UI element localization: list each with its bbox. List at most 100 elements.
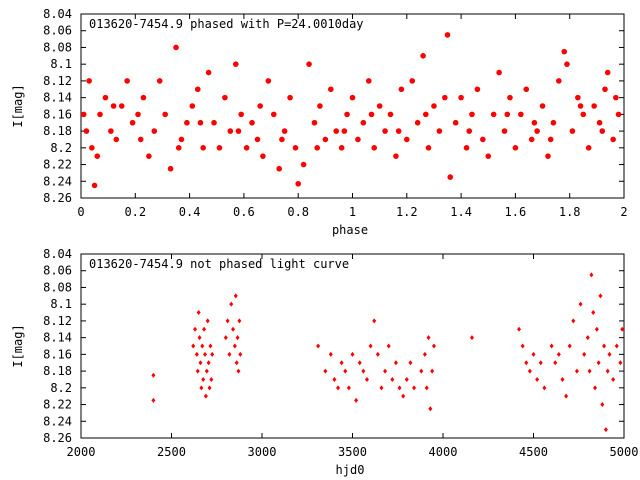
- phased-data-point: [124, 78, 130, 84]
- phased-data-point: [83, 128, 90, 134]
- phased-y-tick-label: 8.24: [43, 174, 72, 188]
- unphased-x-axis-label: hjd0: [336, 463, 365, 477]
- unphased-data-point: [431, 343, 436, 349]
- phased-data-point: [613, 94, 619, 101]
- unphased-data-point: [202, 326, 207, 332]
- phased-data-point: [469, 111, 475, 118]
- unphased-data-point: [208, 343, 213, 349]
- unphased-data-point: [564, 393, 569, 399]
- unphased-data-point: [553, 360, 558, 366]
- phased-data-point: [393, 153, 399, 159]
- phased-data-point: [382, 128, 388, 134]
- phased-data-point: [436, 128, 443, 134]
- phased-data-point: [395, 128, 402, 134]
- unphased-data-point: [535, 376, 540, 382]
- phased-data-point: [135, 111, 141, 118]
- phased-x-tick-label: 0.6: [233, 205, 255, 219]
- phased-data-point: [140, 94, 147, 101]
- unphased-data-point: [202, 351, 207, 357]
- unphased-data-point: [556, 351, 561, 357]
- unphased-data-point: [578, 301, 583, 307]
- phased-data-point: [167, 165, 174, 172]
- unphased-data-point: [397, 385, 402, 391]
- phased-y-tick-label: 8.14: [43, 91, 72, 105]
- unphased-data-point: [332, 376, 337, 382]
- phased-x-axis-label: phase: [332, 223, 368, 237]
- phased-data-point: [398, 86, 405, 93]
- phased-data-point: [550, 119, 557, 126]
- phased-y-tick-label: 8.26: [43, 191, 72, 205]
- unphased-data-point: [593, 385, 598, 391]
- phased-data-point: [602, 86, 608, 93]
- unphased-data-point: [620, 326, 625, 332]
- phased-x-tick-label: 0.2: [124, 205, 146, 219]
- phased-data-point: [129, 119, 136, 126]
- unphased-y-tick-label: 8.1: [50, 297, 72, 311]
- phased-data-point: [425, 145, 432, 151]
- unphased-data-point: [223, 335, 228, 341]
- unphased-x-tick-label: 4500: [519, 445, 548, 459]
- unphased-data-point: [560, 376, 565, 382]
- unphased-data-point: [205, 318, 210, 324]
- unphased-data-point: [611, 376, 616, 382]
- phased-data-point: [490, 111, 497, 118]
- phased-data-point: [235, 128, 242, 134]
- phased-y-tick-label: 8.08: [43, 40, 72, 54]
- phased-plot-title: 013620-7454.9 phased with P=24.0010day: [89, 17, 364, 31]
- unphased-data-point: [428, 406, 433, 412]
- phased-data-point: [137, 136, 144, 143]
- unphased-data-point: [412, 385, 417, 391]
- phased-data-point: [442, 94, 448, 101]
- unphased-data-point: [238, 351, 243, 357]
- phased-data-point: [615, 111, 622, 118]
- unphased-data-point: [542, 385, 547, 391]
- unphased-data-point: [567, 343, 572, 349]
- phased-data-point: [431, 103, 437, 109]
- unphased-data-point: [193, 326, 198, 332]
- phased-data-point: [260, 153, 266, 159]
- unphased-data-point: [194, 351, 199, 357]
- phased-data-point: [311, 119, 318, 126]
- phased-data-point: [404, 136, 410, 143]
- phased-data-point: [423, 111, 429, 118]
- unphased-data-point: [538, 360, 543, 366]
- phased-data-point: [485, 153, 492, 159]
- phased-data-point: [91, 182, 98, 189]
- phased-data-point: [292, 145, 299, 151]
- phased-x-tick-label: 1.8: [559, 205, 581, 219]
- phased-data-point: [610, 136, 616, 143]
- unphased-data-points: [151, 272, 625, 433]
- phased-data-point: [80, 111, 87, 118]
- unphased-data-point: [379, 385, 384, 391]
- phased-data-point: [200, 145, 206, 151]
- unphased-data-point: [524, 360, 529, 366]
- unphased-y-tick-label: 8.18: [43, 364, 72, 378]
- phased-data-point: [365, 78, 372, 84]
- phased-data-point: [591, 103, 597, 109]
- unphased-data-point: [375, 351, 380, 357]
- phased-data-point: [575, 94, 581, 101]
- phased-data-point: [531, 119, 538, 126]
- unphased-x-tick-label: 2000: [67, 445, 96, 459]
- unphased-data-point: [343, 368, 348, 374]
- unphased-data-point: [195, 368, 200, 374]
- phased-data-point: [102, 94, 109, 101]
- unphased-x-tick-label: 2500: [157, 445, 186, 459]
- phased-data-point: [569, 128, 576, 134]
- phased-data-point: [222, 94, 228, 101]
- phased-data-point: [184, 119, 190, 126]
- phased-data-point: [452, 119, 459, 126]
- unphased-data-point: [408, 360, 413, 366]
- unphased-data-point: [237, 318, 242, 324]
- phased-data-point: [518, 111, 524, 118]
- unphased-data-point: [549, 343, 554, 349]
- phased-data-point: [306, 61, 312, 67]
- unphased-data-point: [231, 326, 236, 332]
- phased-data-point: [327, 86, 334, 93]
- phased-data-point: [118, 103, 125, 109]
- unphased-y-axis-label: I[mag]: [11, 324, 25, 367]
- phased-x-tick-label: 2: [620, 205, 627, 219]
- unphased-y-tick-label: 8.08: [43, 280, 72, 294]
- unphased-data-point: [614, 343, 619, 349]
- unphased-data-point: [323, 368, 328, 374]
